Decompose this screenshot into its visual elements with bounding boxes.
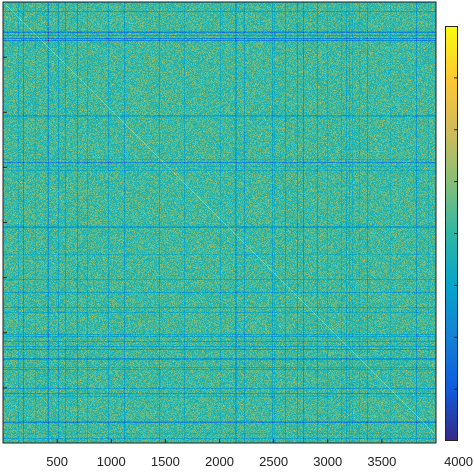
colorbar-ticks (454, 77, 458, 390)
x-tick-label: 3000 (313, 454, 342, 469)
x-tick-label: 2500 (259, 454, 288, 469)
x-tick-label: 1000 (97, 454, 126, 469)
y-axis-ticks (3, 56, 7, 444)
heatmap-image (3, 2, 436, 443)
x-tick-label: 3500 (367, 454, 396, 469)
x-tick-label: 1500 (151, 454, 180, 469)
x-tick-label: 500 (46, 454, 68, 469)
x-axis-ticks (56, 439, 437, 443)
x-tick-label: 4000 (444, 454, 473, 469)
axes-frame (2, 1, 437, 444)
axes-box (2, 1, 437, 444)
x-tick-label: 2000 (205, 454, 234, 469)
x-axis-tick-labels: 500 1000 1500 2000 2500 3000 3500 4000 (46, 454, 473, 469)
